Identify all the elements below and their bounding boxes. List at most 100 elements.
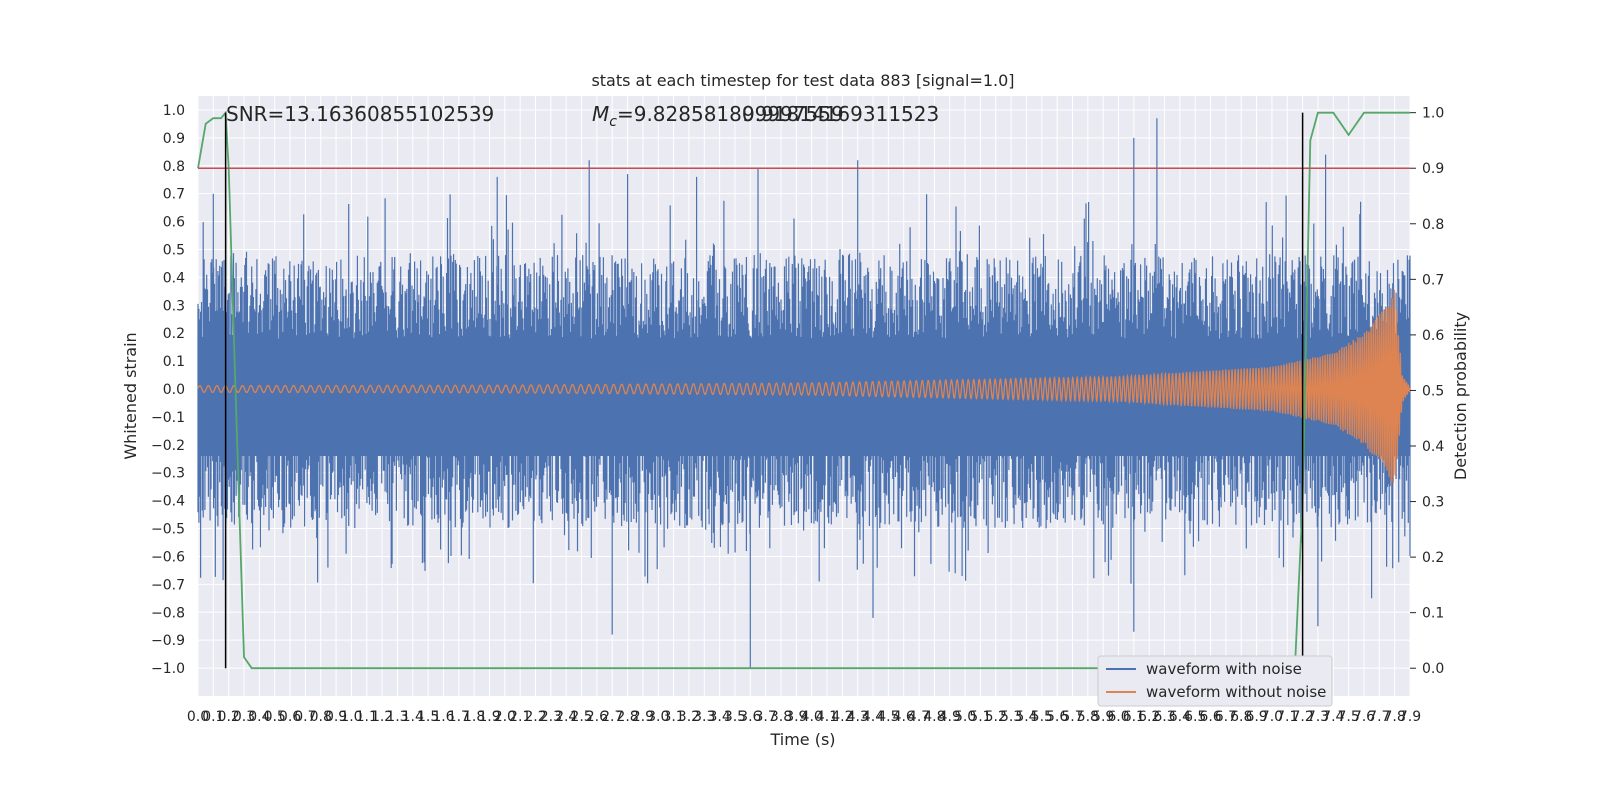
x-tick-label: 2.3 bbox=[540, 709, 562, 725]
y-left-tick-label: 1.0 bbox=[163, 103, 185, 119]
x-tick-label: 0.9 bbox=[325, 709, 347, 725]
y-left-tick-label: 0.4 bbox=[163, 270, 185, 286]
reference-lines bbox=[198, 112, 1410, 669]
y-left-tick-label: 0.5 bbox=[163, 242, 185, 258]
x-tick-label: 0.0 bbox=[187, 709, 209, 725]
y-left-tick-label: −0.5 bbox=[151, 522, 185, 538]
x-tick-label: 3.2 bbox=[678, 709, 700, 725]
y-right-tick-label: 0.9 bbox=[1422, 161, 1444, 177]
legend-label-noise: waveform with noise bbox=[1146, 660, 1302, 678]
x-tick-label: 6.0 bbox=[1107, 709, 1129, 725]
waveform-without-noise-series bbox=[197, 289, 1411, 483]
x-tick-label: 6.7 bbox=[1215, 709, 1237, 725]
x-tick-label: 5.2 bbox=[985, 709, 1007, 725]
x-tick-label: 1.6 bbox=[432, 709, 454, 725]
x-tick-label: 4.8 bbox=[923, 709, 945, 725]
clean-waveform-line bbox=[197, 289, 1411, 483]
x-tick-label: 6.9 bbox=[1245, 709, 1267, 725]
y-right-tick-label: 0.8 bbox=[1422, 217, 1444, 233]
x-tick-label: 5.0 bbox=[954, 709, 976, 725]
x-tick-label: 7.2 bbox=[1291, 709, 1313, 725]
x-tick-label: 1.1 bbox=[356, 709, 378, 725]
x-tick-label: 0.2 bbox=[218, 709, 240, 725]
x-tick-label: 2.6 bbox=[586, 709, 608, 725]
mc-overlap-annotation: 9.91814169311523 bbox=[742, 102, 939, 126]
x-tick-label: 4.2 bbox=[831, 709, 853, 725]
y-left-tick-label: 0.7 bbox=[163, 187, 185, 203]
x-tick-labels: 0.00.10.20.30.40.50.60.70.80.91.01.11.21… bbox=[187, 709, 1421, 725]
chart-title: stats at each timestep for test data 883… bbox=[591, 71, 1014, 90]
mc-value: =9.828581809997559 bbox=[617, 102, 844, 126]
y-left-tick-label: −0.1 bbox=[151, 410, 185, 426]
mc-symbol: M bbox=[592, 102, 609, 126]
x-tick-label: 3.9 bbox=[785, 709, 807, 725]
y-left-tick-labels: 1.0 0.9 0.8 0.7 0.6 0.5 0.4 0.3 0.2 0.1 0.0 −0.1 −0.… bbox=[151, 103, 185, 677]
x-tick-label: 0.4 bbox=[248, 709, 270, 725]
x-axis-label: Time (s) bbox=[769, 730, 835, 749]
x-tick-label: 2.2 bbox=[524, 709, 546, 725]
x-tick-label: 3.1 bbox=[662, 709, 684, 725]
x-tick-label: 0.7 bbox=[294, 709, 316, 725]
x-tick-label: 2.1 bbox=[509, 709, 531, 725]
x-tick-label: 5.7 bbox=[1061, 709, 1083, 725]
x-tick-label: 4.1 bbox=[816, 709, 838, 725]
x-tick-label: 5.4 bbox=[1015, 709, 1037, 725]
y-left-tick-label: −0.7 bbox=[151, 577, 185, 593]
x-tick-label: 6.2 bbox=[1138, 709, 1160, 725]
mc-annotation: Mc=9.828581809997559 bbox=[592, 102, 844, 130]
x-tick-label: 6.8 bbox=[1230, 709, 1252, 725]
x-tick-label: 0.1 bbox=[202, 709, 224, 725]
x-tick-label: 3.6 bbox=[739, 709, 761, 725]
x-tick-label: 6.3 bbox=[1153, 709, 1175, 725]
x-tick-label: 7.1 bbox=[1276, 709, 1298, 725]
y-right-tick-label: 1.0 bbox=[1422, 106, 1444, 122]
x-tick-label: 3.7 bbox=[755, 709, 777, 725]
legend: waveform with noise waveform without noi… bbox=[1097, 655, 1333, 707]
x-tick-label: 1.8 bbox=[463, 709, 485, 725]
y-left-tick-label: 0.3 bbox=[163, 298, 185, 314]
x-tick-label: 7.6 bbox=[1353, 709, 1375, 725]
x-tick-label: 5.6 bbox=[1046, 709, 1068, 725]
x-tick-label: 1.3 bbox=[386, 709, 408, 725]
x-tick-label: 0.8 bbox=[310, 709, 332, 725]
x-tick-label: 6.4 bbox=[1169, 709, 1191, 725]
x-tick-label: 1.9 bbox=[478, 709, 500, 725]
x-tick-label: 4.6 bbox=[893, 709, 915, 725]
x-tick-label: 7.4 bbox=[1322, 709, 1344, 725]
y-left-tick-label: 0.2 bbox=[163, 326, 185, 342]
y-right-tick-label: 0.5 bbox=[1422, 383, 1444, 399]
x-tick-label: 1.5 bbox=[417, 709, 439, 725]
y-left-tick-label: 0.9 bbox=[163, 131, 185, 147]
y-right-tick-label: 0.6 bbox=[1422, 328, 1444, 344]
y-axis-label-right: Detection probability bbox=[1451, 312, 1470, 480]
y-axis-label-left: Whitened strain bbox=[121, 332, 140, 459]
y-right-tick-label: 0.1 bbox=[1422, 606, 1444, 622]
y-right-tick-label: 0.7 bbox=[1422, 272, 1444, 288]
y-left-tick-label: −0.8 bbox=[151, 605, 185, 621]
x-tick-label: 5.3 bbox=[1000, 709, 1022, 725]
x-tick-label: 7.3 bbox=[1307, 709, 1329, 725]
legend-box bbox=[1097, 655, 1333, 707]
legend-label-clean: waveform without noise bbox=[1146, 683, 1326, 701]
y-right-tick-label: 0.3 bbox=[1422, 495, 1444, 511]
y-left-tick-label: −0.6 bbox=[151, 549, 185, 565]
x-tick-label: 7.9 bbox=[1399, 709, 1421, 725]
y-right-tick-labels: 1.0 0.9 0.8 0.7 0.6 0.5 0.4 0.3 0.2 0.1 0.0 bbox=[1410, 106, 1444, 677]
x-tick-label: 4.3 bbox=[847, 709, 869, 725]
x-tick-label: 2.9 bbox=[632, 709, 654, 725]
x-tick-label: 1.7 bbox=[448, 709, 470, 725]
y-left-tick-label: −0.3 bbox=[151, 466, 185, 482]
y-left-tick-label: −0.4 bbox=[151, 494, 185, 510]
mc-subscript: c bbox=[609, 114, 617, 130]
y-left-tick-label: 0.6 bbox=[163, 215, 185, 231]
x-tick-label: 4.0 bbox=[801, 709, 823, 725]
x-tick-label: 4.9 bbox=[939, 709, 961, 725]
x-tick-label: 4.4 bbox=[862, 709, 884, 725]
y-right-tick-label: 0.0 bbox=[1422, 661, 1444, 677]
x-tick-label: 0.5 bbox=[264, 709, 286, 725]
y-left-tick-label: −1.0 bbox=[151, 661, 185, 677]
x-tick-label: 6.6 bbox=[1199, 709, 1221, 725]
x-tick-label: 2.7 bbox=[601, 709, 623, 725]
x-tick-label: 6.5 bbox=[1184, 709, 1206, 725]
